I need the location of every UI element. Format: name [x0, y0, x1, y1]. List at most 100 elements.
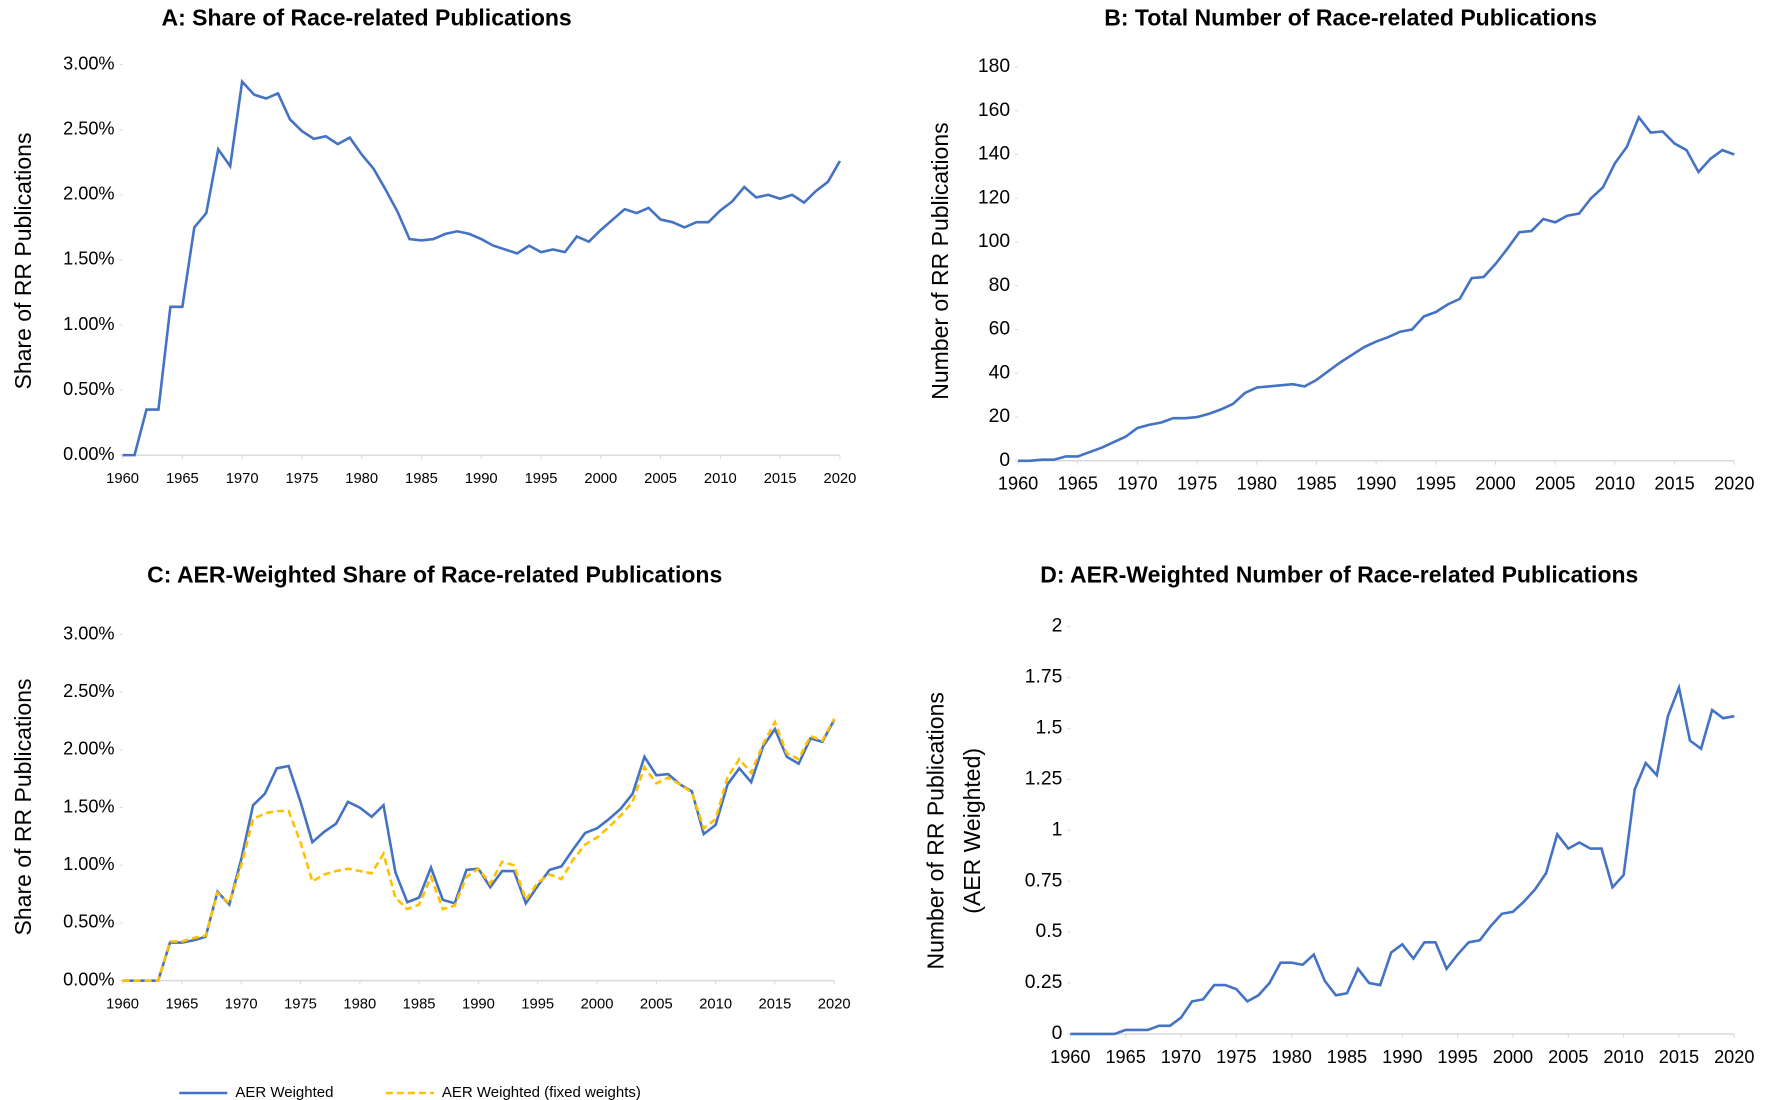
y-tick-label: 0.00% [63, 969, 114, 989]
x-tick-label: 1985 [1296, 474, 1336, 494]
x-tick-label: 2015 [1654, 474, 1694, 494]
x-tick-label: 1990 [1382, 1047, 1422, 1067]
x-tick-label: 1975 [1177, 474, 1217, 494]
x-tick-label: 1965 [166, 471, 199, 487]
x-tick-label: 2010 [704, 471, 737, 487]
x-tick-label: 1960 [106, 997, 139, 1013]
y-axis-label: Number of RR Publications [927, 122, 953, 399]
data-line [1018, 114, 1735, 463]
x-tick-label: 1980 [343, 997, 376, 1013]
x-tick-label: 2015 [759, 997, 792, 1013]
y-tick-label: 40 [989, 362, 1010, 383]
chart-title: D: AER-Weighted Number of Race-related P… [1040, 562, 1638, 588]
x-tick-label: 1985 [1327, 1047, 1367, 1067]
y-tick-label: 0 [999, 450, 1010, 471]
legend-label: AER Weighted (fixed weights) [442, 1084, 641, 1100]
x-tick-label: 1995 [521, 997, 554, 1013]
y-tick-label: 1.50% [63, 796, 114, 816]
x-tick-label: 1965 [1058, 474, 1098, 494]
x-tick-label: 1960 [106, 471, 139, 487]
x-tick-label: 2010 [699, 997, 732, 1013]
y-tick-label: 2.00% [63, 184, 114, 204]
y-tick-label: 1.5 [1035, 717, 1062, 738]
chart-title: A: Share of Race-related Publications [161, 4, 571, 30]
x-tick-label: 1975 [285, 471, 318, 487]
chart-title: C: AER-Weighted Share of Race-related Pu… [147, 562, 722, 588]
y-tick-label: 120 [978, 187, 1010, 208]
y-tick-label: 1 [1052, 819, 1063, 840]
x-tick-label: 1965 [1105, 1047, 1145, 1067]
y-tick-label: 1.50% [63, 249, 114, 269]
x-tick-label: 1980 [1237, 474, 1277, 494]
x-tick-label: 1970 [1117, 474, 1157, 494]
x-tick-label: 1980 [345, 471, 378, 487]
x-tick-label: 1985 [403, 997, 436, 1013]
x-tick-label: 1995 [1416, 474, 1456, 494]
y-tick-label: 0.75 [1025, 870, 1063, 891]
data-line [122, 719, 836, 982]
x-tick-label: 1995 [1437, 1047, 1477, 1067]
x-tick-label: 2020 [823, 471, 856, 487]
y-axis-label: Share of RR Publications [10, 679, 36, 936]
x-tick-label: 1970 [226, 471, 259, 487]
x-tick-label: 1995 [525, 471, 558, 487]
x-tick-label: 2020 [818, 997, 851, 1013]
x-tick-label: 2005 [1548, 1047, 1588, 1067]
x-tick-label: 2005 [640, 997, 673, 1013]
x-tick-label: 1965 [165, 997, 198, 1013]
x-tick-label: 1990 [462, 997, 495, 1013]
y-tick-label: 180 [978, 56, 1010, 77]
y-tick-label: 0.50% [63, 912, 114, 932]
data-line [122, 78, 842, 457]
y-axis-label: (AER Weighted) [959, 748, 985, 914]
legend-label: AER Weighted [235, 1084, 333, 1100]
x-tick-label: 2005 [1535, 474, 1575, 494]
x-tick-label: 2020 [1714, 474, 1754, 494]
x-tick-label: 1960 [998, 474, 1038, 494]
x-tick-label: 2000 [1475, 474, 1515, 494]
data-line [122, 718, 836, 982]
y-tick-label: 2.50% [63, 681, 114, 701]
y-tick-label: 1.75 [1025, 667, 1063, 688]
x-tick-label: 1970 [1161, 1047, 1201, 1067]
x-tick-label: 2015 [1659, 1047, 1699, 1067]
x-tick-label: 1960 [1050, 1047, 1090, 1067]
y-tick-label: 0.00% [63, 444, 114, 464]
x-tick-label: 1990 [1356, 474, 1396, 494]
y-tick-label: 0 [1052, 1023, 1063, 1044]
x-tick-label: 2000 [584, 471, 617, 487]
x-tick-label: 1980 [1271, 1047, 1311, 1067]
x-tick-label: 2015 [764, 471, 797, 487]
y-tick-label: 160 [978, 100, 1010, 121]
y-tick-label: 0.50% [63, 379, 114, 399]
y-tick-label: 2.00% [63, 739, 114, 759]
x-tick-label: 2020 [1714, 1047, 1754, 1067]
x-tick-label: 2005 [644, 471, 677, 487]
x-tick-label: 2000 [1493, 1047, 1533, 1067]
y-tick-label: 0.25 [1025, 972, 1063, 993]
y-tick-label: 80 [989, 275, 1010, 296]
chart-title: B: Total Number of Race-related Publicat… [1104, 4, 1597, 30]
y-tick-label: 2 [1052, 616, 1063, 637]
x-tick-label: 1975 [1216, 1047, 1256, 1067]
y-tick-label: 20 [989, 406, 1010, 427]
x-tick-label: 2010 [1595, 474, 1635, 494]
data-line [1070, 683, 1735, 1036]
y-tick-label: 60 [989, 319, 1010, 340]
y-tick-label: 3.00% [63, 53, 114, 73]
y-tick-label: 1.00% [63, 854, 114, 874]
y-tick-label: 0.5 [1035, 921, 1062, 942]
y-tick-label: 3.00% [63, 623, 114, 643]
y-axis-label: Number of RR Publications [923, 692, 949, 969]
y-tick-label: 140 [978, 144, 1010, 165]
y-tick-label: 100 [978, 231, 1010, 252]
y-tick-label: 1.25 [1025, 768, 1063, 789]
x-tick-label: 2010 [1603, 1047, 1643, 1067]
x-tick-label: 1990 [465, 471, 498, 487]
y-tick-label: 2.50% [63, 119, 114, 139]
y-tick-label: 1.00% [63, 314, 114, 334]
y-axis-label: Share of RR Publications [10, 133, 36, 390]
x-tick-label: 1985 [405, 471, 438, 487]
x-tick-label: 1975 [284, 997, 317, 1013]
